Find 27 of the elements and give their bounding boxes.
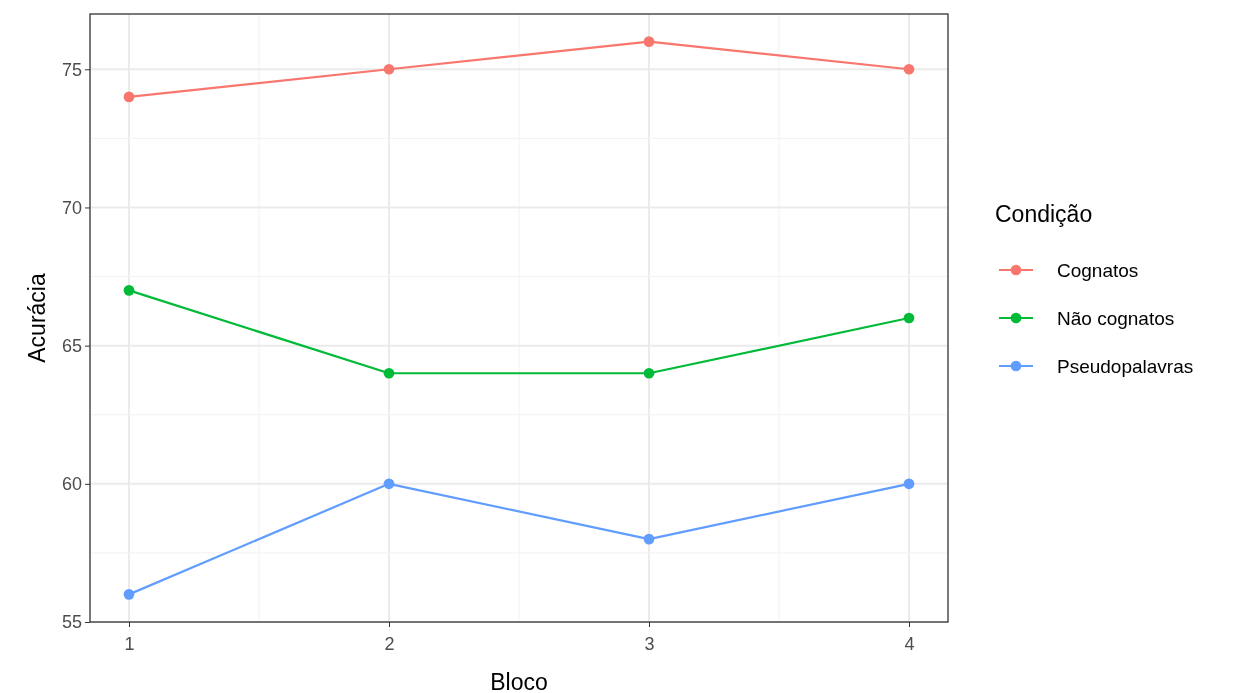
point [643,36,655,47]
legend-label: Pseudopalavras [1057,356,1194,377]
y-tick-label: 60 [61,474,82,495]
x-tick-label: 1 [124,633,135,654]
point [383,367,395,379]
point [643,533,655,545]
point [123,589,135,600]
x-tick-label: 3 [644,633,655,654]
legend-label: Não cognatos [1057,308,1175,329]
point [903,63,915,75]
y-tick-label: 70 [61,197,82,218]
y-axis-title: Acurácia [24,273,50,363]
point [383,63,395,75]
x-tick-label: 4 [904,633,915,654]
legend-label: Cognatos [1057,260,1139,281]
x-axis-title: Bloco [490,669,548,693]
point [123,285,135,296]
y-tick-label: 75 [61,59,82,80]
point [903,478,915,490]
point [383,478,395,490]
y-tick-label: 65 [61,335,82,356]
point [903,312,915,324]
point [643,367,655,379]
legend-title: Condição [995,201,1093,227]
x-tick-label: 2 [384,633,395,654]
point [123,91,135,103]
y-tick-label: 55 [61,612,82,633]
